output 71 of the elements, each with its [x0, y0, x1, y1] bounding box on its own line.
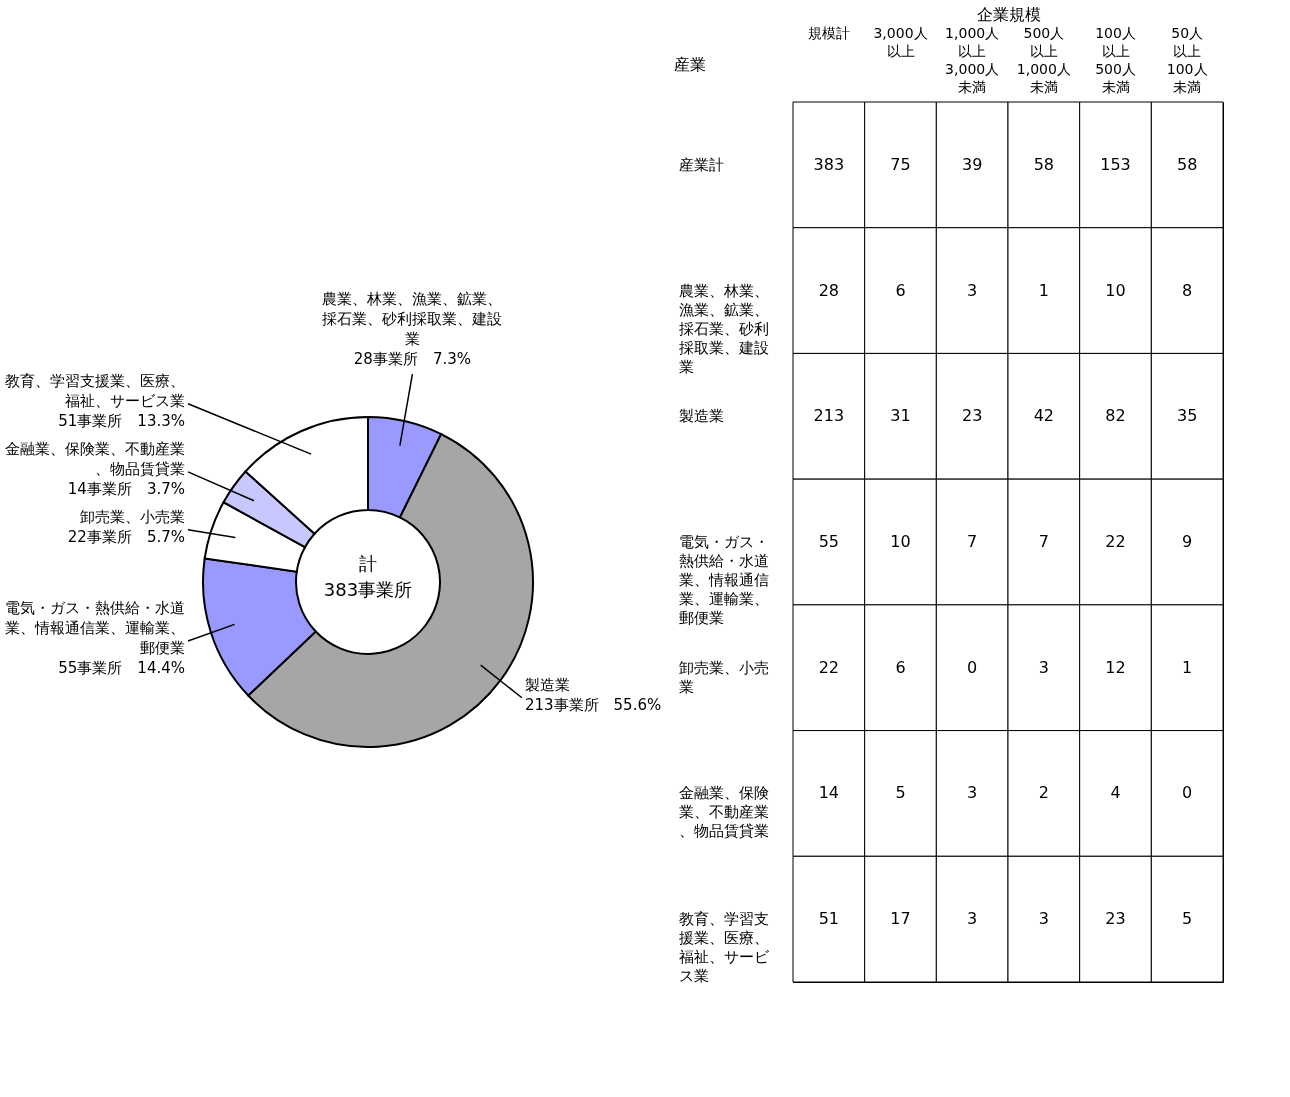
- data-label: 4: [1110, 783, 1121, 803]
- data-label: 3: [967, 280, 978, 300]
- slice-label: 電気・ガス・熱供給・水道業、情報通信業、運輸業、郵便業: [5, 599, 185, 658]
- data-label: 1: [1038, 280, 1049, 300]
- data-label: 6: [895, 280, 906, 300]
- data-label: 28事業所 7.3%: [353, 350, 471, 369]
- x-tick-label: 50人以上100人未満: [1166, 24, 1208, 95]
- data-label: 23: [961, 406, 983, 426]
- text: 計: [359, 553, 377, 574]
- data-label: 35: [1176, 406, 1198, 426]
- data-label: 42: [1033, 406, 1055, 426]
- slice-label: 農業、林業、漁業、鉱業、採石業、砂利採取業、建設業: [322, 290, 503, 349]
- y-tick-label: 製造業: [678, 407, 724, 426]
- slice-label: 製造業: [524, 675, 570, 694]
- y-tick-label: 教育、学習支援業、医療、福祉、サービス業: [678, 910, 770, 986]
- data-label: 6: [895, 657, 906, 677]
- data-label: 383: [813, 154, 845, 174]
- data-label: 213事業所 55.6%: [524, 695, 662, 714]
- data-label: 213: [813, 406, 845, 426]
- data-label: 0: [967, 657, 978, 677]
- data-label: 39: [961, 154, 983, 174]
- data-label: 3: [967, 909, 978, 929]
- x-tick-label: 1,000人以上3,000人未満: [945, 24, 1000, 95]
- slice-label: 卸売業、小売業: [80, 507, 185, 526]
- slice-label: 教育、学習支援業、医療、福祉、サービス業: [5, 371, 185, 410]
- data-label: 22事業所 5.7%: [67, 527, 185, 546]
- data-label: 3: [967, 783, 978, 803]
- data-label: 55: [818, 532, 840, 551]
- x-tick-label: 規模計: [807, 24, 850, 41]
- data-label: 14事業所 3.7%: [67, 479, 185, 498]
- data-label: 5: [1182, 909, 1193, 929]
- data-label: 22: [818, 657, 840, 677]
- data-label: 58: [1033, 154, 1055, 174]
- data-label: 8: [1182, 280, 1193, 300]
- data-label: 5: [895, 783, 906, 803]
- y-tick-label: 産業計: [678, 155, 724, 174]
- data-label: 7: [1038, 532, 1049, 551]
- data-label: 0: [1182, 783, 1193, 803]
- x-tick-label: 500人以上1,000人未満: [1016, 24, 1071, 95]
- data-label: 51事業所 13.3%: [58, 411, 185, 430]
- y-tick-label: 金融業、保険業、不動産業、物品賃貸業: [678, 784, 769, 841]
- y-tick-label: 電気・ガス・熱供給・水道業、情報通信業、運輸業、郵便業: [678, 533, 769, 627]
- data-label: 10: [890, 532, 911, 551]
- data-label: 23: [1105, 909, 1126, 929]
- data-label: 3: [1038, 909, 1049, 929]
- data-label: 75: [890, 154, 911, 174]
- data-label: 28: [818, 280, 840, 300]
- data-label: 51: [818, 909, 840, 929]
- data-label: 82: [1105, 406, 1126, 426]
- slice-label: 金融業、保険業、不動産業、物品賃貸業: [5, 439, 185, 478]
- data-label: 3: [1038, 657, 1049, 677]
- y-tick-label: 農業、林業、漁業、鉱業、採石業、砂利採取業、建設業: [678, 281, 769, 376]
- text: 383事業所: [323, 579, 413, 600]
- data-label: 22: [1105, 532, 1126, 551]
- data-label: 17: [890, 909, 911, 929]
- data-label: 12: [1105, 657, 1126, 677]
- data-label: 31: [890, 406, 911, 426]
- data-label: 1: [1182, 657, 1193, 677]
- data-label: 14: [818, 783, 840, 803]
- data-label: 9: [1182, 532, 1193, 551]
- data-label: 2: [1038, 783, 1049, 803]
- y-tick-label: 卸売業、小売業: [678, 658, 769, 696]
- y-axis-title: 産業: [673, 54, 706, 74]
- data-label: 55事業所 14.4%: [58, 659, 185, 678]
- data-label: 7: [967, 532, 978, 551]
- data-label: 153: [1100, 154, 1131, 174]
- data-label: 10: [1105, 280, 1126, 300]
- x-tick-label: 3,000人以上: [873, 24, 928, 59]
- x-tick-label: 100人以上500人未満: [1095, 24, 1136, 95]
- data-label: 58: [1176, 154, 1198, 174]
- x-axis-title: 企業規模: [976, 4, 1041, 24]
